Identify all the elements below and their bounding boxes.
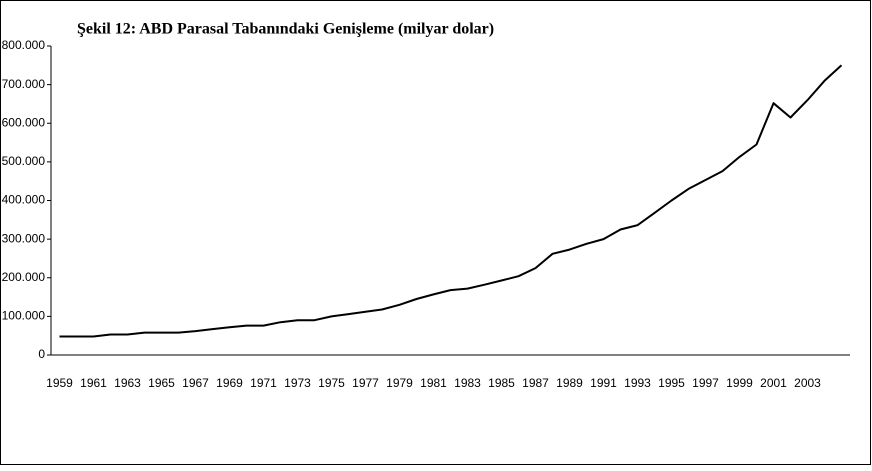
- y-tick-label: 600.000: [2, 115, 46, 129]
- x-tick-label: 1989: [556, 376, 583, 390]
- x-tick-label: 1981: [420, 376, 447, 390]
- x-tick-label: 1973: [284, 376, 311, 390]
- y-tick-label: 0: [38, 347, 45, 361]
- y-tick-label: 200.000: [2, 270, 46, 284]
- x-tick-label: 2001: [760, 376, 787, 390]
- x-tick-label: 1959: [46, 376, 73, 390]
- x-tick-label: 1997: [692, 376, 719, 390]
- x-tick-label: 1971: [250, 376, 277, 390]
- x-tick-label: 1969: [216, 376, 243, 390]
- x-tick-label: 1965: [148, 376, 175, 390]
- data-line: [59, 64, 843, 338]
- x-tick-label: 1991: [590, 376, 617, 390]
- x-tick-label: 1985: [488, 376, 515, 390]
- x-tick-label: 1993: [624, 376, 651, 390]
- y-tick-label: 100.000: [2, 309, 46, 323]
- x-tick-label: 1995: [658, 376, 685, 390]
- x-tick-label: 1975: [318, 376, 345, 390]
- x-tick-label: 1963: [114, 376, 141, 390]
- y-tick-label: 300.000: [2, 231, 46, 245]
- x-tick-label: 1983: [454, 376, 481, 390]
- y-tick-label: 700.000: [2, 77, 46, 91]
- x-tick-label: 1987: [522, 376, 549, 390]
- y-tick-label: 800.000: [2, 38, 46, 52]
- x-tick-label: 1999: [726, 376, 753, 390]
- x-tick-label: 1977: [352, 376, 379, 390]
- y-tick-label: 500.000: [2, 154, 46, 168]
- x-tick-label: 1967: [182, 376, 209, 390]
- chart-title: Şekil 12: ABD Parasal Tabanındaki Genişl…: [77, 21, 494, 38]
- y-tick-label: 400.000: [2, 193, 46, 207]
- x-tick-label: 1961: [80, 376, 107, 390]
- x-tick-label: 2003: [794, 376, 821, 390]
- x-tick-label: 1979: [386, 376, 413, 390]
